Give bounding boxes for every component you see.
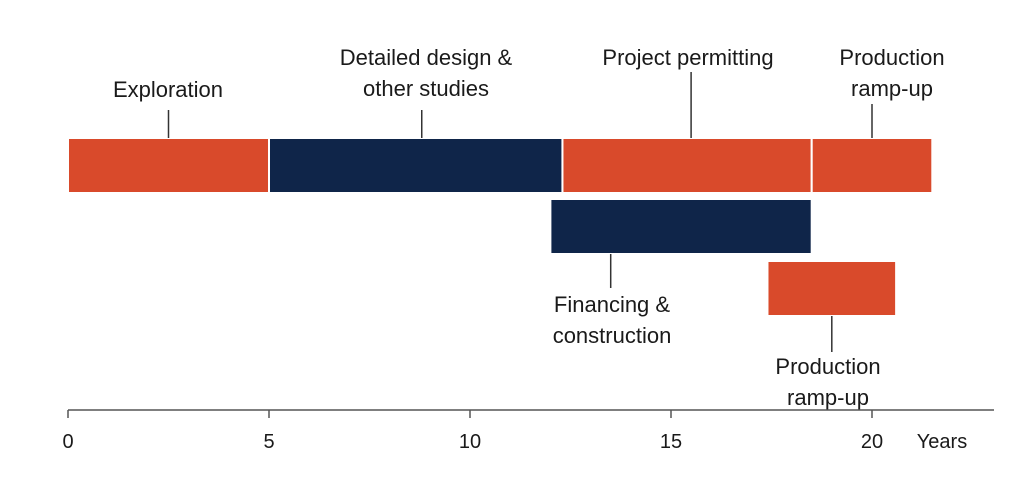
x-tick-label-0: 0 [62,431,73,453]
label-detailed-design: Detailed design & other studies [340,45,513,101]
x-axis: 0 5 10 15 20 Years [62,409,994,453]
label-line: other studies [363,76,489,101]
label-line: Project permitting [602,45,773,70]
bar-production-ramp-up-bottom [766,260,898,317]
leader-lines-layer [167,72,873,352]
bar-exploration [67,137,270,194]
label-financing-construction: Financing & construction [553,292,672,348]
label-project-permitting: Project permitting [602,45,773,70]
label-line: ramp-up [787,385,869,410]
label-line: ramp-up [851,76,933,101]
bar-financing-construction [549,198,813,255]
label-production-ramp-up-top: Production ramp-up [839,45,944,101]
x-tick-label-10: 10 [459,431,481,453]
label-line: Production [839,45,944,70]
bar-detailed-design [268,137,564,194]
label-line: Production [775,354,880,379]
label-line: Exploration [113,77,223,102]
x-tick-label-15: 15 [660,431,682,453]
bar-production-ramp-up-top [810,137,934,194]
phase-labels-layer: Exploration Detailed design & other studie… [113,45,945,410]
bar-project-permitting [561,137,813,194]
label-line: construction [553,323,672,348]
x-tick-label-5: 5 [263,431,274,453]
label-line: Detailed design & [340,45,513,70]
label-exploration: Exploration [113,77,223,102]
label-production-ramp-up-bottom: Production ramp-up [775,354,880,410]
bars-layer [67,137,934,317]
x-axis-unit-label: Years [917,431,967,453]
x-tick-label-20: 20 [861,431,883,453]
label-line: Financing & [554,292,671,317]
